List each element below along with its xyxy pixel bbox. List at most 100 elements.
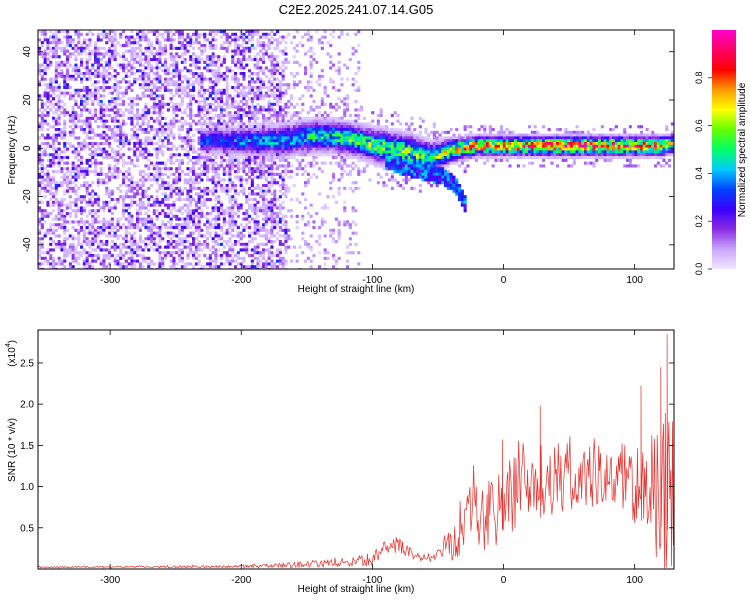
spectrogram-cell [108,220,112,224]
spectrogram-cell [49,100,53,104]
spectrogram-cell [66,220,70,224]
spectrogram-cell [169,220,173,224]
spectrogram-cell [152,178,156,182]
spectrogram-cell [43,88,47,92]
spectrogram-cell [77,240,81,244]
spectrogram-cell [323,130,327,134]
spectrogram-cell [200,100,204,104]
spectrogram-cell [130,35,134,39]
spectrogram-cell [192,58,196,62]
spectrogram-cell [200,144,204,148]
spectrogram-cell [273,158,277,162]
spectrogram-cell [99,114,103,118]
spectrogram-cell [108,156,112,160]
spectrogram-cell [119,136,123,140]
spectrogram-cell [312,88,316,92]
spectrogram-cell [315,240,319,244]
spectrogram-cell [113,74,117,78]
spectrogram-cell [71,38,75,42]
spectrogram-cell [273,206,277,210]
spectrogram-cell [222,125,226,129]
spectrogram-cell [309,63,313,67]
spectrogram-cell [231,223,235,227]
spectrogram-cell [82,139,86,143]
spectrogram-cell [211,158,215,162]
spectrogram-cell [110,133,114,137]
spectrogram-cell [239,52,243,56]
spectrogram-cell [74,147,78,151]
spectrogram-cell [200,209,204,213]
spectrogram-cell [66,58,70,62]
spectrogram-cell [138,125,142,129]
spectrogram-cell [197,214,201,218]
spectrogram-cell [172,55,176,59]
spectrogram-cell [74,214,78,218]
spectrogram-cell [222,217,226,221]
spectrogram-cell [211,128,215,132]
spectrogram-cell [144,217,148,221]
spectrogram-cell [77,158,81,162]
spectrogram-cell [108,35,112,39]
spectrogram-cell [234,198,238,202]
spectrogram-cell [180,139,184,143]
spectrogram-cell [127,206,131,210]
spectrogram-cell [287,105,291,109]
spectrogram-cell [264,217,268,221]
spectrogram-cell [284,35,288,39]
spectrogram-cell [96,214,100,218]
spectrogram-cell [287,164,291,168]
spectrogram-cell [320,122,324,126]
spectrogram-cell [52,77,56,81]
spectrogram-cell [329,231,333,235]
spectrogram-cell [295,139,299,143]
spectrogram-cell [192,231,196,235]
spectrogram-cell [124,41,128,45]
spectrogram-cell [85,251,89,255]
spectrogram-cell [49,189,53,193]
spectrogram-cell [155,200,159,204]
spectrogram-cell [116,88,120,92]
spectrogram-cell [262,150,266,154]
spectrogram-cell [214,189,218,193]
spectrogram-cell [71,209,75,213]
spectrogram-cell [186,139,190,143]
spectrogram-cell [175,234,179,238]
spectrogram-cell [270,69,274,73]
spectrogram-cell [172,259,176,263]
spectrogram-cell [183,108,187,112]
spectrogram-cell [248,170,252,174]
spectrogram-cell [77,125,81,129]
spectrogram-cell [71,161,75,165]
spectrogram-cell [278,240,282,244]
spectrogram-cell [267,94,271,98]
spectrogram-cell [85,69,89,73]
spectrogram-cell [228,128,232,132]
spectrogram-cell [250,97,254,101]
spectrogram-cell [60,170,64,174]
spectrogram-cell [155,72,159,76]
spectrogram-cell [278,130,282,134]
spectrogram-cell [228,259,232,263]
spectrogram-cell [46,136,50,140]
spectrogram-cell [222,240,226,244]
spectrogram-cell [203,158,207,162]
spectrogram-cell [217,88,221,92]
spectrogram-cell [239,237,243,241]
spectrogram-cell [110,212,114,216]
spectrogram-cell [88,72,92,76]
spectrogram-cell [85,200,89,204]
spectrogram-cell [175,66,179,70]
spectrogram-cell [80,195,84,199]
spectrogram-cell [222,102,226,106]
spectrogram-cell [155,119,159,123]
spectrogram-cell [234,105,238,109]
spectrogram-cell [217,206,221,210]
spectrogram-cell [262,254,266,258]
spectrogram-cell [220,122,224,126]
spectrogram-cell [102,52,106,56]
spectrogram-cell [214,128,218,132]
spectrogram-cell [323,142,327,146]
spectrogram-cell [141,254,145,258]
spectrogram-cell [152,242,156,246]
spectrogram-cell [147,167,151,171]
